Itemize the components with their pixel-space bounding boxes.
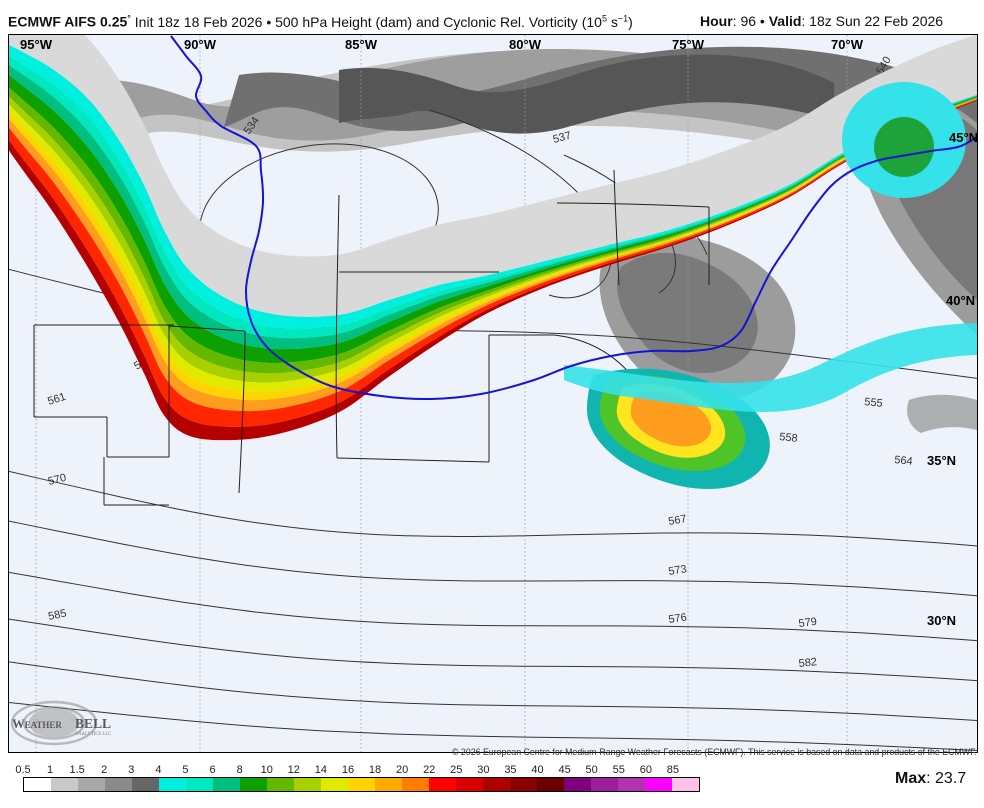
svg-text:BELL: BELL [75,716,111,731]
svg-text:ANALYTICS LLC: ANALYTICS LLC [75,732,112,737]
svg-text:558: 558 [779,431,799,445]
svg-text:576: 576 [668,612,688,626]
svg-text:564: 564 [894,454,914,468]
svg-text:579: 579 [798,616,818,630]
svg-text:582: 582 [798,656,818,670]
svg-text:WEATHER: WEATHER [12,717,62,731]
svg-text:555: 555 [864,396,884,410]
